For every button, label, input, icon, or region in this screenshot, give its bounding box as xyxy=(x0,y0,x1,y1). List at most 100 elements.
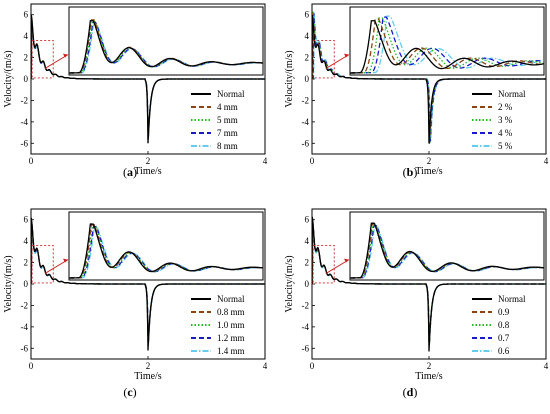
y-tick-label: 0 xyxy=(305,279,310,289)
legend-label: Normal xyxy=(498,89,526,99)
y-tick-label: 6 xyxy=(24,215,29,225)
x-tick-label: 4 xyxy=(544,361,549,371)
y-tick-label: -4 xyxy=(302,117,310,127)
x-tick-label: 0 xyxy=(310,361,315,371)
panel-label: (d) xyxy=(403,385,418,399)
legend-label: 1.2 mm xyxy=(217,333,245,343)
inset-series-line xyxy=(350,16,544,74)
legend-label: 1.0 mm xyxy=(217,320,245,330)
legend-label: 0.8 mm xyxy=(217,307,245,317)
zoom-region-box xyxy=(31,39,54,79)
panel-d: -6 -4 -2 0 2 4 6 0 2 4 Time/s Velocity/(m/s) Normal 0… xyxy=(284,208,549,399)
panel-label: (b) xyxy=(403,165,418,179)
inset-series-line xyxy=(350,225,544,279)
legend-label: Normal xyxy=(217,294,245,304)
y-tick-label: -6 xyxy=(302,343,310,353)
series-line xyxy=(31,217,265,351)
inset-series-line xyxy=(350,222,544,279)
y-tick-label: 4 xyxy=(305,236,310,246)
legend-label: 0.9 xyxy=(498,307,510,317)
zoom-region-box xyxy=(31,244,54,284)
y-tick-label: -6 xyxy=(21,343,29,353)
zoom-arrow xyxy=(44,259,69,274)
y-tick-label: -2 xyxy=(302,95,310,105)
zoom-region-box xyxy=(312,39,335,79)
x-tick-label: 2 xyxy=(146,361,151,371)
x-tick-label: 0 xyxy=(29,156,34,166)
x-tick-label: 2 xyxy=(427,361,432,371)
x-axis-label: Time/s xyxy=(415,371,443,382)
legend-label: 4 mm xyxy=(217,102,238,112)
y-tick-label: 2 xyxy=(24,53,29,63)
panel-b: -6 -4 -2 0 2 4 6 0 2 4 Time/s Velocity/(m/s) Normal 2… xyxy=(284,3,549,179)
inset-series-line xyxy=(350,20,544,74)
legend-label: 7 mm xyxy=(217,128,238,138)
inset-series-line xyxy=(69,21,263,74)
y-tick-label: 6 xyxy=(305,10,310,20)
y-tick-label: -4 xyxy=(21,322,29,332)
zoom-arrow-head xyxy=(63,53,68,58)
inset-series-line xyxy=(350,18,544,74)
zoom-region-box xyxy=(312,244,335,284)
series-line xyxy=(312,216,546,352)
legend-label: 1.4 mm xyxy=(217,346,245,356)
y-axis-label: Velocity/(m/s) xyxy=(3,50,14,107)
legend-label: 5 % xyxy=(498,141,513,151)
legend-label: 2 % xyxy=(498,102,513,112)
x-axis-label: Time/s xyxy=(134,371,162,382)
zoom-arrow xyxy=(325,54,350,69)
y-tick-label: -6 xyxy=(302,138,310,148)
y-axis-label: Velocity/(m/s) xyxy=(3,255,14,312)
y-tick-label: 2 xyxy=(24,258,29,268)
y-tick-label: 2 xyxy=(305,53,310,63)
y-tick-label: -4 xyxy=(302,322,310,332)
y-tick-label: 4 xyxy=(305,31,310,41)
x-tick-label: 2 xyxy=(146,156,151,166)
zoom-arrow xyxy=(325,259,350,274)
y-tick-label: 2 xyxy=(305,258,310,268)
panel-label: (c) xyxy=(123,385,136,399)
x-tick-label: 4 xyxy=(263,156,268,166)
y-tick-label: -2 xyxy=(21,95,29,105)
panel-label: (a) xyxy=(123,165,137,179)
series-line xyxy=(312,14,546,144)
legend-label: 0.7 xyxy=(498,333,510,343)
x-axis-label: Time/s xyxy=(134,166,162,177)
y-tick-label: 4 xyxy=(24,31,29,41)
zoom-arrow-head xyxy=(344,53,349,58)
y-tick-label: 6 xyxy=(305,215,310,225)
legend-label: 3 % xyxy=(498,115,513,125)
inset-series-line xyxy=(350,17,544,74)
legend-label: 0.8 xyxy=(498,320,510,330)
y-axis-label: Velocity/(m/s) xyxy=(284,50,295,107)
y-tick-label: -4 xyxy=(21,117,29,127)
x-axis-label: Time/s xyxy=(415,166,443,177)
legend-label: 0.6 xyxy=(498,346,510,356)
x-tick-label: 4 xyxy=(544,156,549,166)
y-tick-label: 0 xyxy=(24,74,29,84)
x-tick-label: 4 xyxy=(263,361,268,371)
y-tick-label: -2 xyxy=(21,300,29,310)
x-tick-label: 0 xyxy=(29,361,34,371)
inset-series-line xyxy=(69,223,263,279)
y-tick-label: 6 xyxy=(24,10,29,20)
y-tick-label: 0 xyxy=(24,279,29,289)
panel-c: -6 -4 -2 0 2 4 6 0 2 4 Time/s Velocity/(m/s) Normal 0… xyxy=(3,208,268,399)
y-tick-label: 4 xyxy=(24,236,29,246)
zoom-arrow-head xyxy=(344,258,349,263)
y-tick-label: -2 xyxy=(302,300,310,310)
inset-series-line xyxy=(69,20,263,74)
zoom-arrow-head xyxy=(63,258,68,263)
y-tick-label: -6 xyxy=(21,138,29,148)
x-tick-label: 0 xyxy=(310,156,315,166)
zoom-arrow xyxy=(44,54,69,69)
series-line xyxy=(31,14,265,144)
y-axis-label: Velocity/(m/s) xyxy=(284,255,295,312)
legend-label: 8 mm xyxy=(217,141,238,151)
x-tick-label: 2 xyxy=(427,156,432,166)
legend-label: Normal xyxy=(498,294,526,304)
legend-label: 4 % xyxy=(498,128,513,138)
legend-label: 5 mm xyxy=(217,115,238,125)
y-tick-label: 0 xyxy=(305,74,310,84)
panel-a: -6 -4 -2 0 2 4 6 0 2 4 Time/s Velocity/(m/s) Normal 4… xyxy=(3,3,268,179)
